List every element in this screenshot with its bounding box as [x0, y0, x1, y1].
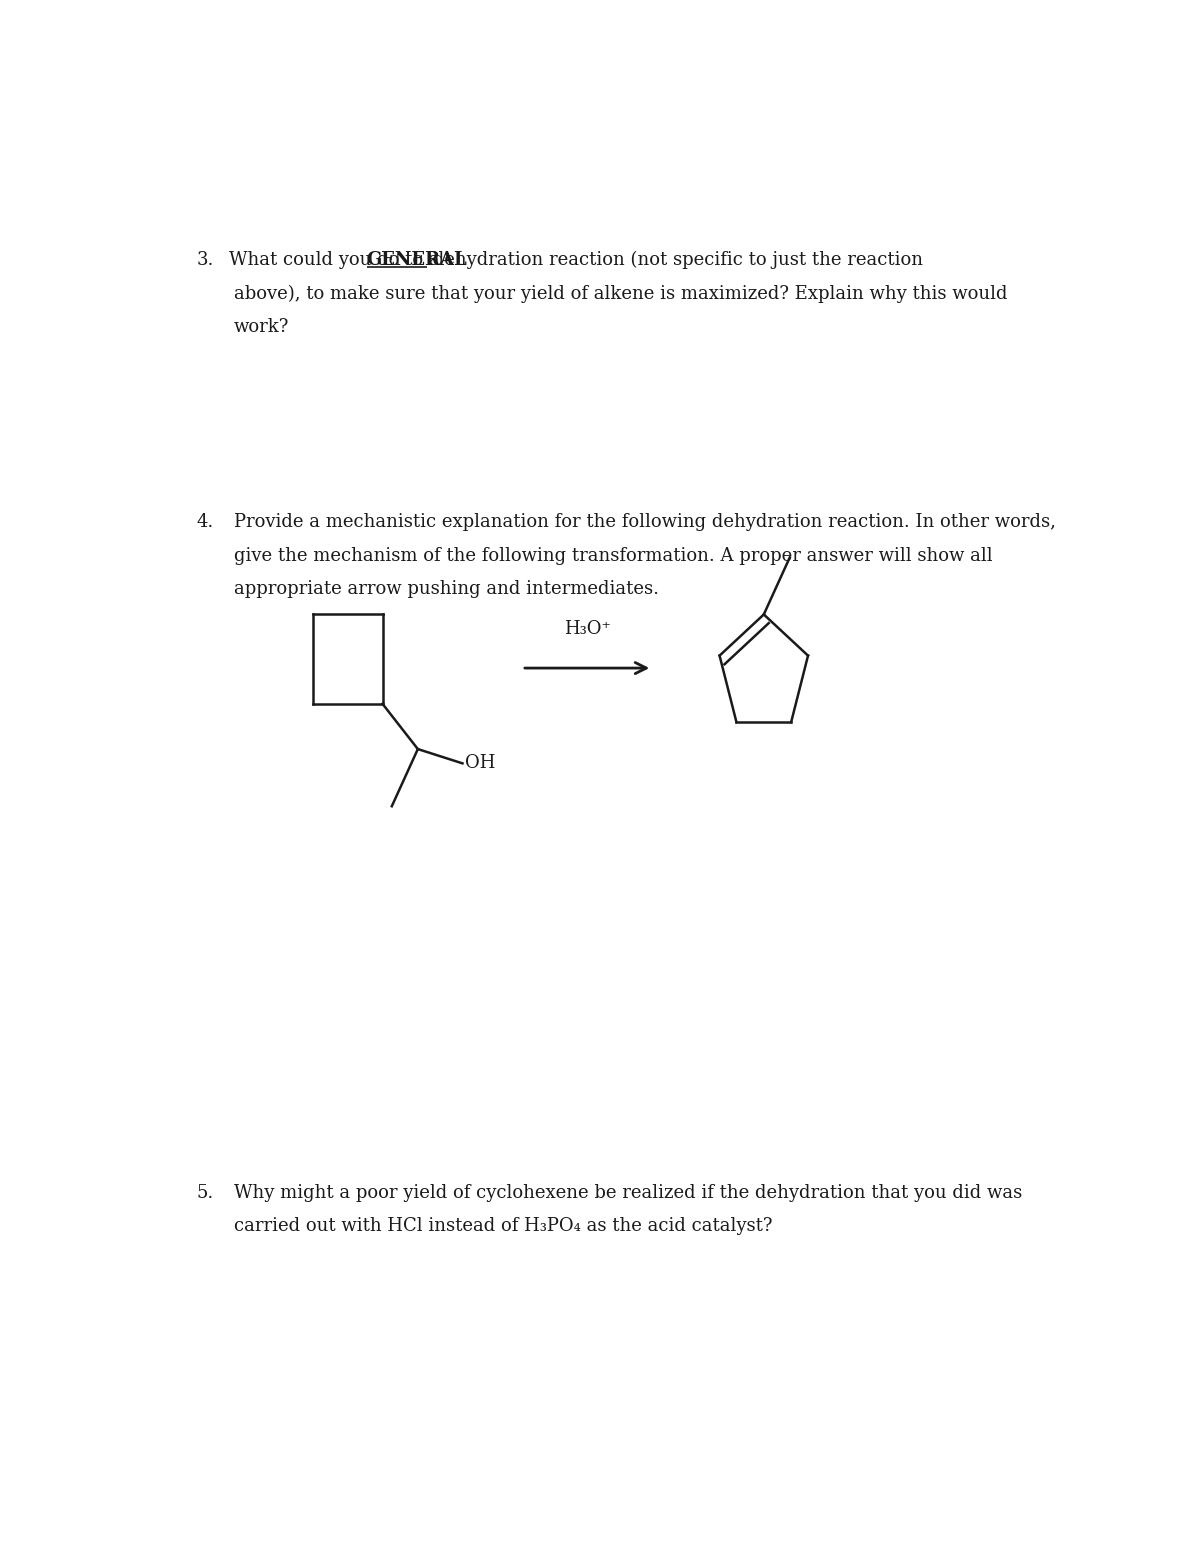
Text: OH: OH — [466, 755, 496, 772]
Text: above), to make sure that your yield of alkene is maximized? Explain why this wo: above), to make sure that your yield of … — [234, 285, 1007, 303]
Text: 5.: 5. — [197, 1183, 214, 1202]
Text: What could you do to a: What could you do to a — [229, 251, 445, 269]
Text: H₃O⁺: H₃O⁺ — [564, 620, 611, 637]
Text: 3.: 3. — [197, 251, 214, 269]
Text: Provide a mechanistic explanation for the following dehydration reaction. In oth: Provide a mechanistic explanation for th… — [234, 514, 1056, 531]
Text: Why might a poor yield of cyclohexene be realized if the dehydration that you di: Why might a poor yield of cyclohexene be… — [234, 1183, 1022, 1202]
Text: GENERAL: GENERAL — [367, 251, 468, 269]
Text: dehydration reaction (not specific to just the reaction: dehydration reaction (not specific to ju… — [427, 251, 923, 269]
Text: carried out with HCl instead of H₃PO₄ as the acid catalyst?: carried out with HCl instead of H₃PO₄ as… — [234, 1217, 773, 1235]
Text: work?: work? — [234, 317, 289, 336]
Text: give the mechanism of the following transformation. A proper answer will show al: give the mechanism of the following tran… — [234, 546, 992, 565]
Text: 4.: 4. — [197, 514, 214, 531]
Text: appropriate arrow pushing and intermediates.: appropriate arrow pushing and intermedia… — [234, 580, 659, 599]
